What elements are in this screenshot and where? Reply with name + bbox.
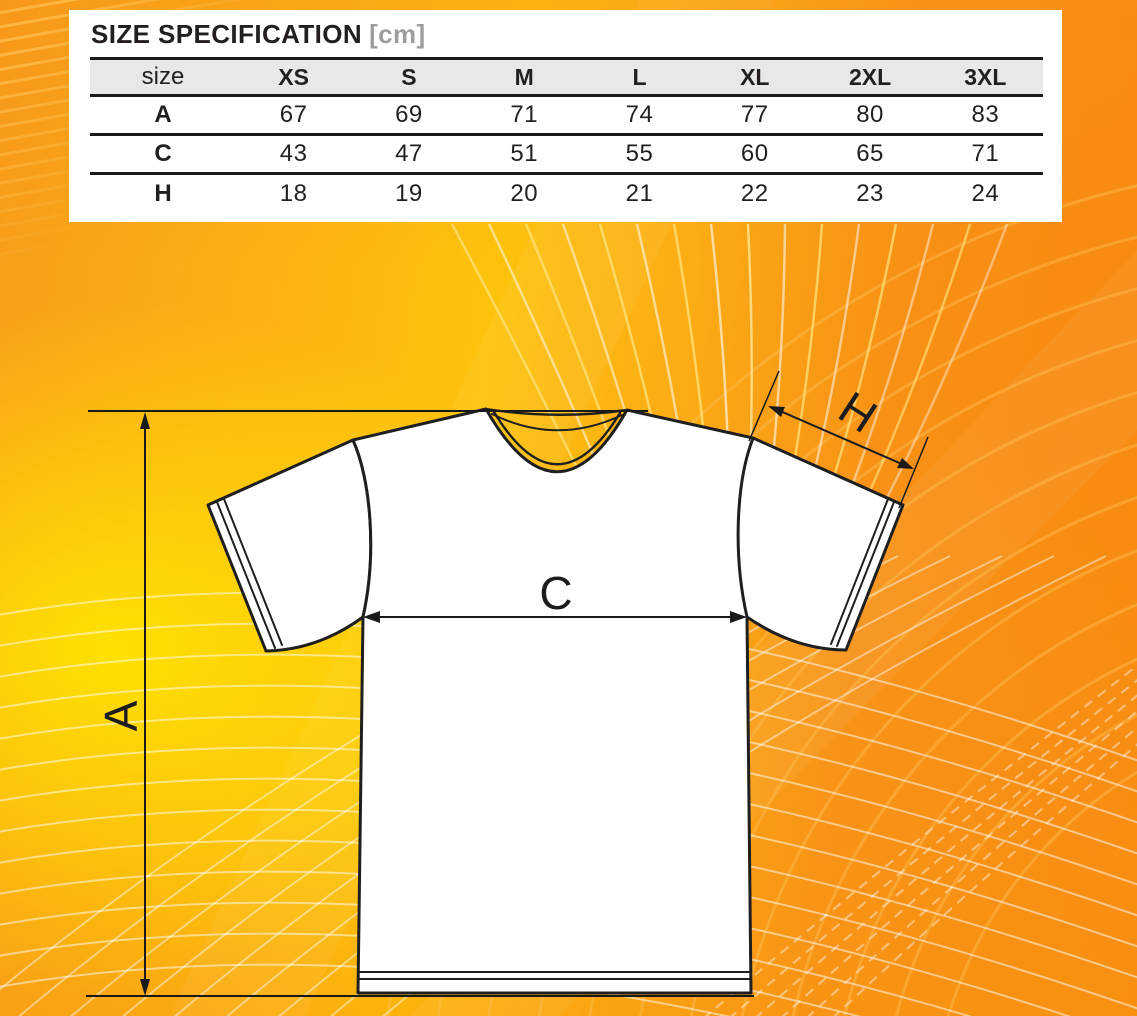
- tshirt-drawing: [206, 407, 905, 995]
- table-cell: 24: [971, 179, 1000, 207]
- table-cell: 43: [279, 140, 308, 167]
- table-cell: 77: [740, 101, 769, 128]
- size-spec-title: SIZE SPECIFICATION [cm]: [91, 19, 1062, 50]
- col-header-xl: XL: [697, 57, 813, 97]
- label-C: C: [539, 567, 572, 619]
- table-cell: 71: [971, 140, 1000, 167]
- table-cell: 74: [625, 101, 654, 128]
- col-header-xs: XS: [236, 57, 352, 97]
- table-cell: 23: [856, 179, 884, 207]
- col-header-s: S: [351, 57, 467, 97]
- row-label-H: H: [154, 179, 172, 207]
- row-label-C: C: [154, 140, 172, 167]
- size-table-header-row: size XS S M L XL 2XL 3XL: [90, 57, 1043, 97]
- table-row-A: A 67 69 71 74 77 80 83: [90, 96, 1043, 135]
- row-label-A: A: [154, 101, 172, 128]
- label-H: H: [830, 381, 886, 443]
- left-cuff-stitching: [216, 498, 283, 649]
- table-cell: 80: [856, 101, 884, 128]
- table-cell: 55: [625, 140, 654, 167]
- shirt-body: [351, 407, 755, 995]
- table-cell: 51: [510, 140, 539, 167]
- table-cell: 20: [510, 179, 539, 207]
- table-row-C: C 43 47 51 55 60 65 71: [90, 135, 1043, 174]
- col-header-size: size: [90, 57, 236, 97]
- table-cell: 67: [279, 101, 308, 128]
- table-cell: 83: [971, 101, 1000, 128]
- length-measure-A: A: [86, 410, 754, 997]
- table-cell: 21: [625, 179, 654, 207]
- size-spec-panel: SIZE SPECIFICATION [cm] size XS S M L XL …: [69, 10, 1062, 222]
- col-header-l: L: [581, 57, 698, 97]
- dashed-weave: [704, 664, 1137, 1016]
- table-cell: 18: [279, 179, 308, 207]
- table-cell: 47: [395, 140, 423, 167]
- table-cell: 60: [740, 140, 769, 167]
- col-header-m: M: [466, 57, 582, 97]
- size-table: size XS S M L XL 2XL 3XL A 67 69 71 74: [90, 57, 1043, 213]
- label-A: A: [95, 700, 147, 731]
- table-cell: 69: [395, 101, 423, 128]
- right-cuff-stitching: [830, 498, 895, 647]
- hem-stitching: [358, 971, 751, 980]
- col-header-3xl: 3XL: [927, 57, 1043, 97]
- table-cell: 65: [856, 140, 884, 167]
- table-cell: 71: [510, 101, 539, 128]
- table-row-H: H 18 19 20 21 22 23 24: [90, 174, 1043, 213]
- col-header-2xl: 2XL: [812, 57, 928, 97]
- table-unit-label: [cm]: [369, 19, 426, 49]
- table-cell: 19: [395, 179, 423, 207]
- table-title: SIZE SPECIFICATION: [91, 19, 363, 49]
- table-cell: 22: [740, 179, 769, 207]
- left-sleeve: [206, 438, 373, 653]
- chest-measure-C: C: [363, 567, 747, 623]
